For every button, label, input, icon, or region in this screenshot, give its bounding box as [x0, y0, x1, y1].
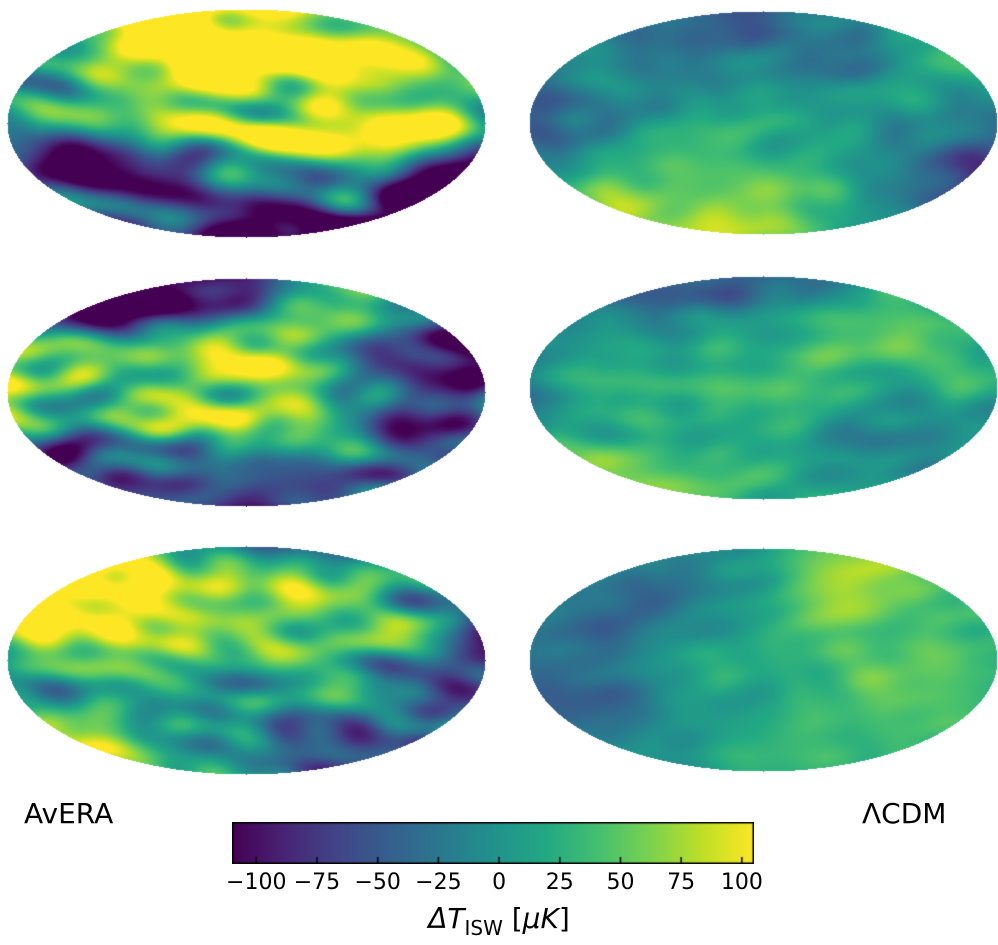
avera-label: AvERA	[24, 797, 114, 830]
colorbar-tick-label: −25	[415, 870, 462, 895]
colorbar-tick-label: 100	[720, 870, 763, 895]
avera-map-1	[6, 8, 486, 238]
colorbar-title: ΔTISW [μK]	[0, 902, 998, 940]
colorbar-title-open: [	[502, 902, 523, 935]
lcdm-map-1	[528, 10, 998, 235]
colorbar-title-subscript: ISW	[464, 916, 503, 940]
avera-map-2	[6, 277, 486, 507]
colorbar-tick-label: −100	[226, 870, 287, 895]
colorbar-tick-label: −50	[354, 870, 401, 895]
lcdm-map-3	[528, 275, 998, 500]
lcdm-map-3	[528, 547, 998, 772]
colorbar-tick-label: 75	[667, 870, 696, 895]
lcdm-label: ΛCDM	[862, 797, 947, 830]
colorbar-title-symbol: ΔT	[428, 902, 465, 935]
colorbar-tick-label: −75	[293, 870, 341, 895]
colorbar-tick-label: 25	[545, 870, 574, 895]
colorbar-title-unit: μK	[522, 902, 559, 935]
colorbar-tick-label: 0	[492, 870, 507, 895]
colorbar-title-close: ]	[558, 902, 570, 935]
avera-map-3	[6, 545, 486, 775]
colorbar	[232, 822, 754, 864]
colorbar-tick-label: 50	[606, 870, 635, 895]
